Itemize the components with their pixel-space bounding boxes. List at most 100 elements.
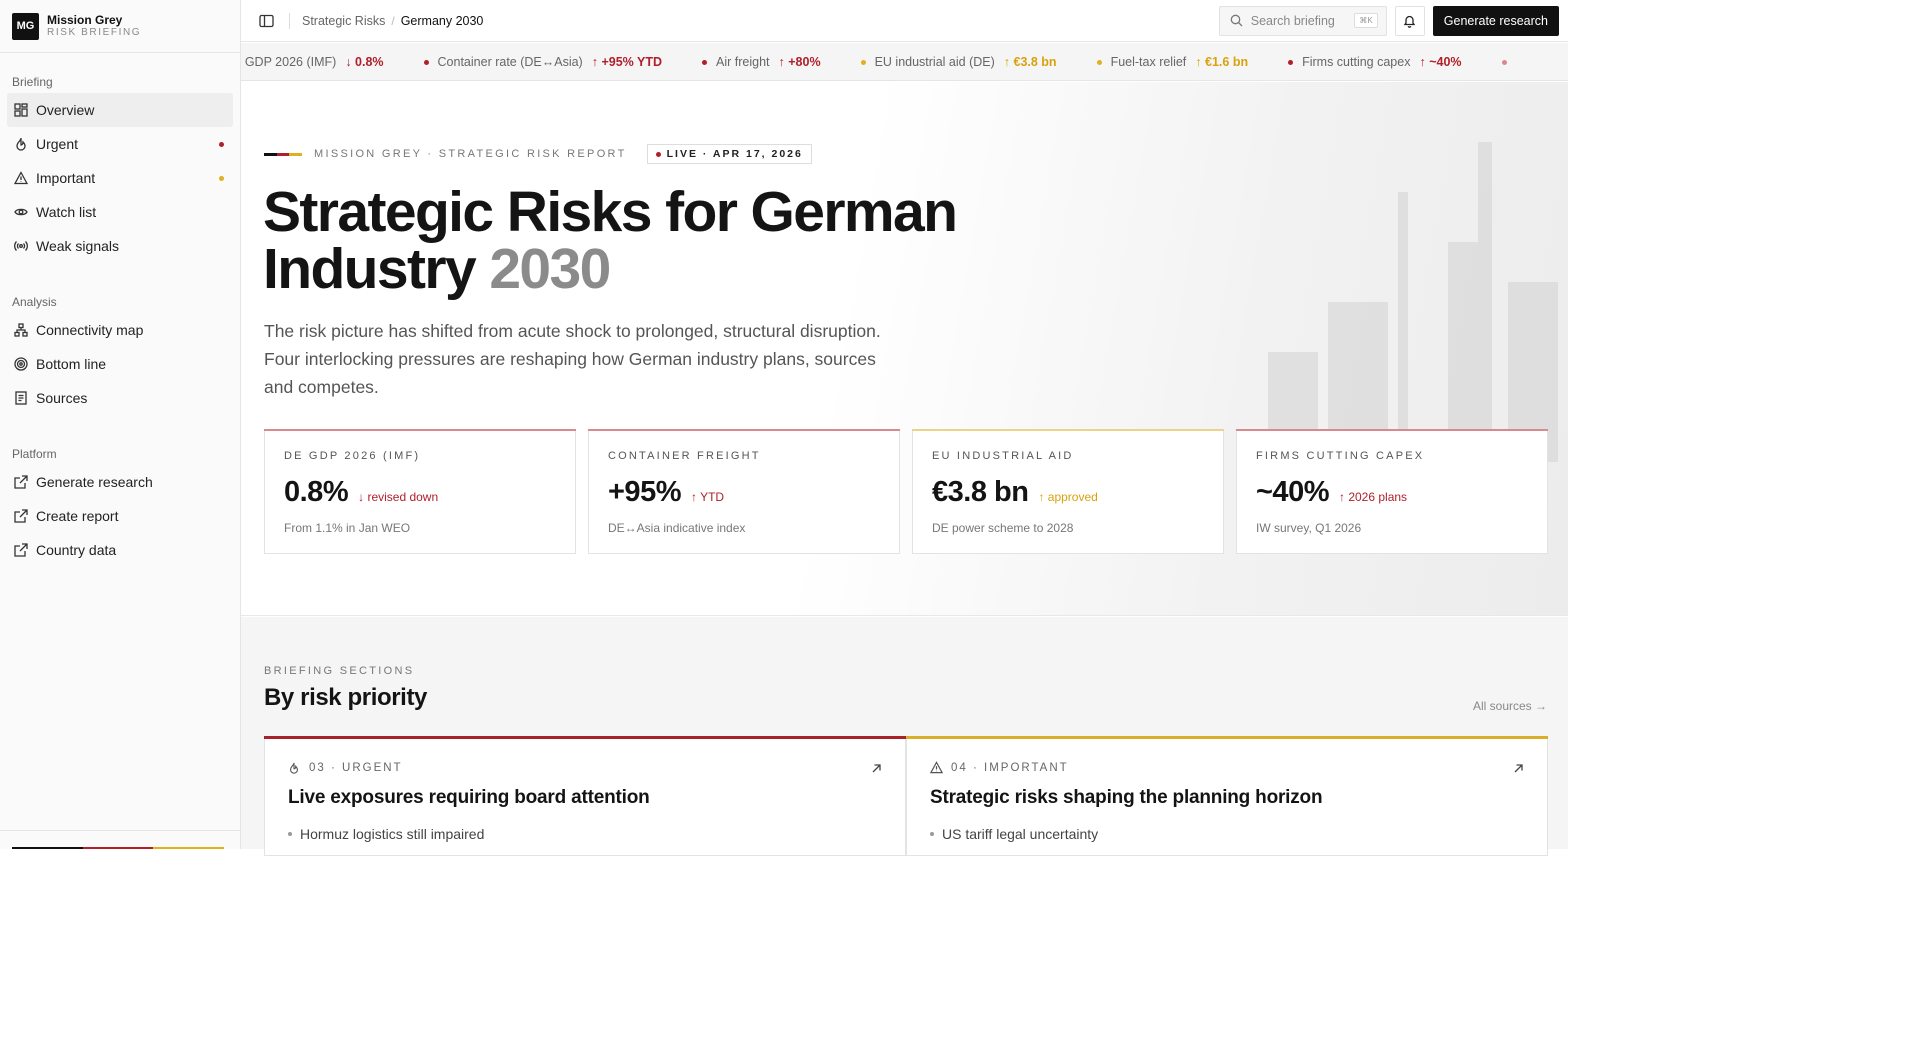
kpi-note: From 1.1% in Jan WEO (284, 521, 411, 535)
ticker-label: Firms cutting capex (1302, 55, 1411, 69)
card-meta: 03 · URGENT (309, 761, 403, 774)
kpi-note: DE power scheme to 2028 (932, 521, 1074, 535)
breadcrumb-current: Germany 2030 (400, 13, 484, 28)
ticker-label: EU industrial aid (DE) (874, 55, 995, 69)
brand-subtitle: RISK BRIEFING (47, 27, 142, 39)
card-accent-line (906, 736, 1548, 739)
ticker-label: Container rate (DE↔Asia) (437, 55, 583, 69)
report-eyebrow: MISSION GREY · STRATEGIC RISK REPORT (314, 148, 627, 160)
nav-group-label: Analysis (12, 295, 57, 309)
page-title: Strategic Risks for German Industry 2030 (263, 184, 1163, 298)
notifications-button[interactable] (1394, 5, 1425, 36)
kpi-accent-line (264, 429, 576, 431)
kpi-label: CONTAINER FREIGHT (608, 450, 761, 462)
flag-stripe (12, 847, 225, 849)
ticker-label: DE GDP 2026 (IMF) (241, 55, 337, 69)
ticker-item (1501, 59, 1516, 65)
flame-icon (288, 761, 301, 774)
warning-icon (930, 761, 943, 774)
kpi-card-container-freight[interactable]: CONTAINER FREIGHT +95% ↑ YTD DE↔Asia ind… (588, 429, 900, 554)
ticker-dot (1501, 59, 1507, 65)
flame-icon (13, 137, 28, 152)
sidebar-item-urgent[interactable]: Urgent (7, 127, 233, 161)
briefing-sections: BRIEFING SECTIONS By risk priority All s… (241, 617, 1568, 856)
section-card-urgent[interactable]: 03 · URGENT Live exposures requiring boa… (264, 736, 906, 856)
kpi-accent-line (1236, 429, 1548, 431)
ticker-value: ↑ €1.6 bn (1195, 55, 1249, 69)
kpi-card-gdp[interactable]: DE GDP 2026 (IMF) 0.8% ↓ revised down Fr… (264, 429, 576, 554)
search-input[interactable]: Search briefing ⌘K (1218, 5, 1387, 36)
kpi-value: 0.8% (284, 476, 349, 508)
search-placeholder: Search briefing (1250, 13, 1335, 28)
nav-group-analysis: Analysis Connectivity map Bottom line So… (0, 279, 240, 415)
sidebar-item-weak-signals[interactable]: Weak signals (7, 229, 233, 263)
external-link-icon (13, 475, 28, 490)
breadcrumb-separator: / (391, 13, 395, 28)
ticker-dot (860, 59, 866, 65)
sidebar-item-label: Overview (36, 102, 95, 118)
sidebar-item-label: Weak signals (36, 238, 120, 254)
kpi-delta: ↑ YTD (690, 490, 725, 504)
brand-name: Mission Grey (47, 12, 123, 27)
kpi-card-capex[interactable]: FIRMS CUTTING CAPEX ~40% ↑ 2026 plans IW… (1236, 429, 1548, 554)
section-card-important[interactable]: 04 · IMPORTANT Strategic risks shaping t… (906, 736, 1548, 856)
brand[interactable]: MG Mission Grey RISK BRIEFING (0, 0, 240, 53)
sidebar-item-create-report[interactable]: Create report (7, 499, 233, 533)
kpi-value: ~40% (1256, 476, 1329, 508)
sidebar-item-label: Urgent (36, 136, 79, 152)
kpi-delta: ↑ approved (1038, 490, 1098, 504)
sidebar-item-label: Watch list (36, 204, 97, 220)
signal-icon (13, 239, 28, 254)
ticker-value: ↑ €3.8 bn (1003, 55, 1057, 69)
ticker-item: Container rate (DE↔Asia) ↑ +95% YTD (423, 55, 662, 69)
kpi-accent-line (588, 429, 900, 431)
sidebar-item-watch-list[interactable]: Watch list (7, 195, 233, 229)
all-sources-link[interactable]: All sources → (1472, 699, 1547, 713)
generate-research-button[interactable]: Generate research (1432, 5, 1559, 36)
ticker-value: ↑ +80% (778, 55, 821, 69)
ticker-dot (702, 59, 708, 65)
breadcrumb-strategic-risks[interactable]: Strategic Risks (302, 13, 386, 28)
sidebar-item-bottom-line[interactable]: Bottom line (7, 347, 233, 381)
arrow-up-right-icon[interactable] (1513, 761, 1524, 779)
kpi-value: €3.8 bn (932, 476, 1029, 508)
flag-bars (264, 152, 303, 156)
target-icon (13, 357, 28, 372)
sidebar-item-overview[interactable]: Overview (7, 93, 233, 127)
sidebar-item-sources[interactable]: Sources (7, 381, 233, 415)
eye-icon (13, 205, 28, 220)
ticker-label: Air freight (716, 55, 770, 69)
live-dot (655, 151, 661, 157)
kpi-card-eu-aid[interactable]: EU INDUSTRIAL AID €3.8 bn ↑ approved DE … (912, 429, 1224, 554)
kpi-note: IW survey, Q1 2026 (1256, 521, 1362, 535)
sidebar-item-important[interactable]: Important (7, 161, 233, 195)
section-title: By risk priority (264, 684, 427, 711)
ticker-item: EU industrial aid (DE) ↑ €3.8 bn (860, 55, 1057, 69)
kpi-note: DE↔Asia indicative index (608, 521, 746, 535)
live-date: LIVE · APR 17, 2026 (666, 148, 803, 160)
kpi-label: EU INDUSTRIAL AID (932, 450, 1074, 462)
sidebar-item-connectivity-map[interactable]: Connectivity map (7, 313, 233, 347)
page-title-year: 2030 (489, 237, 611, 301)
kpi-value: +95% (608, 476, 681, 508)
card-meta: 04 · IMPORTANT (951, 761, 1069, 774)
ticker-item: Firms cutting capex ↑ ~40% (1288, 55, 1462, 69)
topbar: Strategic Risks / Germany 2030 Search br… (241, 0, 1568, 42)
sidebar-item-country-data[interactable]: Country data (7, 533, 233, 567)
bell-icon (1404, 15, 1416, 28)
live-badge: LIVE · APR 17, 2026 (646, 144, 812, 164)
ticker-dot (1288, 59, 1294, 65)
ticker-label: Fuel-tax relief (1110, 55, 1187, 69)
network-icon (13, 323, 28, 338)
arrow-up-right-icon[interactable] (871, 761, 882, 779)
nav-group-briefing: Briefing Overview Urgent Important Watch… (0, 59, 240, 263)
section-eyebrow: BRIEFING SECTIONS (264, 665, 415, 677)
sidebar-item-label: Sources (36, 390, 88, 406)
sidebar-item-label: Country data (36, 542, 117, 558)
sidebar-toggle-button[interactable] (253, 8, 279, 34)
sidebar-item-generate-research[interactable]: Generate research (7, 465, 233, 499)
kpi-label: FIRMS CUTTING CAPEX (1256, 450, 1425, 462)
sidebar-item-label: Connectivity map (36, 322, 144, 338)
panel-icon (258, 14, 274, 27)
logo: MG (12, 12, 39, 40)
